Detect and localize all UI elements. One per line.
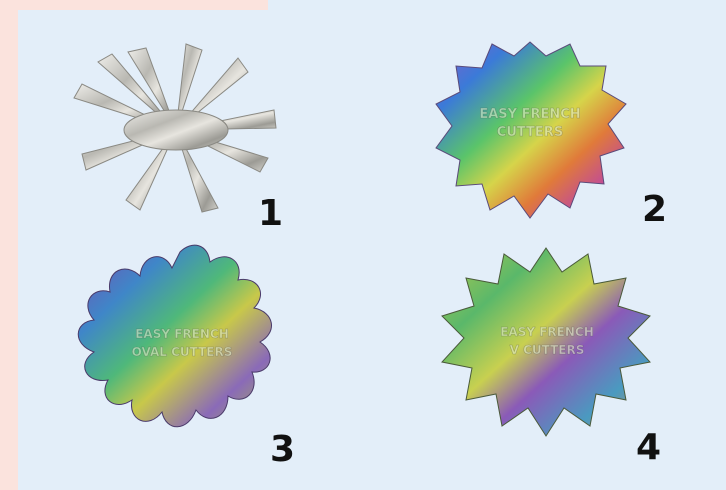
cutter-4-text-line2: V CUTTERS — [510, 343, 585, 357]
cutter-3-text-line1: EASY FRENCH — [135, 327, 229, 341]
item-number-4: 4 — [636, 427, 662, 468]
left-edge-tint — [0, 0, 18, 490]
holographic-cutter-3-image: EASY FRENCH OVAL CUTTERS — [62, 240, 298, 446]
cutter-3-text-line2: OVAL CUTTERS — [132, 345, 233, 359]
holographic-cutter-4-image: EASY FRENCH V CUTTERS — [436, 244, 658, 440]
cutter-4-text-line1: EASY FRENCH — [500, 325, 594, 339]
item-number-3: 3 — [270, 429, 296, 470]
top-edge-tint — [0, 0, 268, 10]
metal-cutter-image — [68, 40, 284, 220]
cutter-2-text-line2: CUTTERS — [497, 125, 563, 140]
holographic-cutter-2-image: EASY FRENCH CUTTERS — [430, 36, 630, 226]
cutter-2-text-line1: EASY FRENCH — [479, 107, 580, 122]
item-number-1: 1 — [258, 193, 284, 234]
item-number-2: 2 — [642, 189, 668, 230]
